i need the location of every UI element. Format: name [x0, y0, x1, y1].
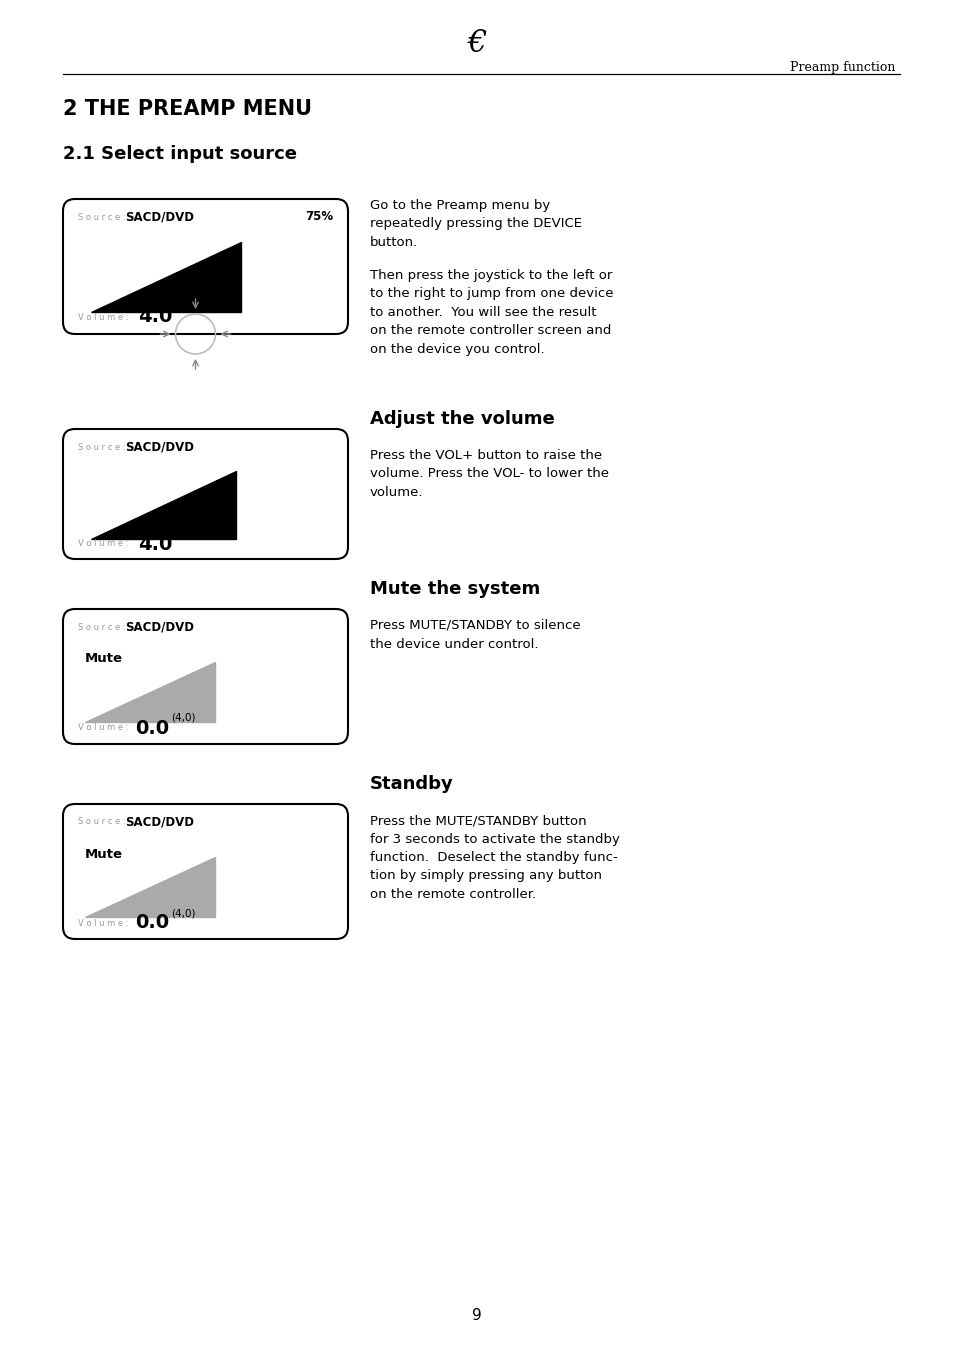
Text: 9: 9: [472, 1308, 481, 1323]
Text: 0.0: 0.0: [135, 719, 169, 738]
Text: Standby: Standby: [370, 774, 454, 793]
Polygon shape: [85, 857, 214, 917]
Text: Mute: Mute: [85, 848, 123, 861]
Text: (4,0): (4,0): [171, 909, 195, 918]
Text: S o u r c e :: S o u r c e :: [78, 818, 126, 826]
Text: 75%: 75%: [305, 210, 333, 223]
FancyBboxPatch shape: [63, 804, 348, 940]
Text: 4.0: 4.0: [138, 307, 172, 326]
Polygon shape: [91, 242, 241, 311]
Polygon shape: [85, 662, 214, 722]
Text: S o u r c e :: S o u r c e :: [78, 623, 126, 631]
Text: V o l u m e :: V o l u m e :: [78, 313, 129, 321]
Text: S o u r c e :: S o u r c e :: [78, 443, 126, 451]
Polygon shape: [91, 471, 235, 539]
Text: V o l u m e :: V o l u m e :: [78, 723, 129, 733]
Text: 4.0: 4.0: [138, 535, 172, 554]
Text: Mute the system: Mute the system: [370, 580, 539, 598]
Text: 2 THE PREAMP MENU: 2 THE PREAMP MENU: [63, 99, 312, 119]
Text: SACD/DVD: SACD/DVD: [125, 815, 193, 829]
Text: €: €: [467, 28, 486, 60]
FancyBboxPatch shape: [63, 609, 348, 743]
Text: S o u r c e :: S o u r c e :: [78, 213, 126, 222]
Text: 2.1 Select input source: 2.1 Select input source: [63, 145, 296, 162]
Text: 0.0: 0.0: [135, 914, 169, 933]
Text: Go to the Preamp menu by
repeatedly pressing the DEVICE
button.: Go to the Preamp menu by repeatedly pres…: [370, 199, 581, 249]
Text: V o l u m e :: V o l u m e :: [78, 539, 129, 548]
Text: V o l u m e :: V o l u m e :: [78, 918, 129, 927]
Text: (4,0): (4,0): [171, 714, 195, 723]
Text: Press the VOL+ button to raise the
volume. Press the VOL- to lower the
volume.: Press the VOL+ button to raise the volum…: [370, 450, 608, 500]
Text: Press the MUTE/STANDBY button
for 3 seconds to activate the standby
function.  D: Press the MUTE/STANDBY button for 3 seco…: [370, 814, 619, 900]
FancyBboxPatch shape: [63, 199, 348, 334]
Text: Mute: Mute: [85, 653, 123, 666]
Text: Then press the joystick to the left or
to the right to jump from one device
to a: Then press the joystick to the left or t…: [370, 269, 613, 356]
Text: SACD/DVD: SACD/DVD: [125, 620, 193, 634]
Text: Adjust the volume: Adjust the volume: [370, 410, 554, 428]
Text: Press MUTE/STANDBY to silence
the device under control.: Press MUTE/STANDBY to silence the device…: [370, 619, 580, 650]
FancyBboxPatch shape: [63, 429, 348, 559]
Text: Preamp function: Preamp function: [789, 61, 894, 73]
Text: SACD/DVD: SACD/DVD: [125, 440, 193, 454]
Text: SACD/DVD: SACD/DVD: [125, 210, 193, 223]
